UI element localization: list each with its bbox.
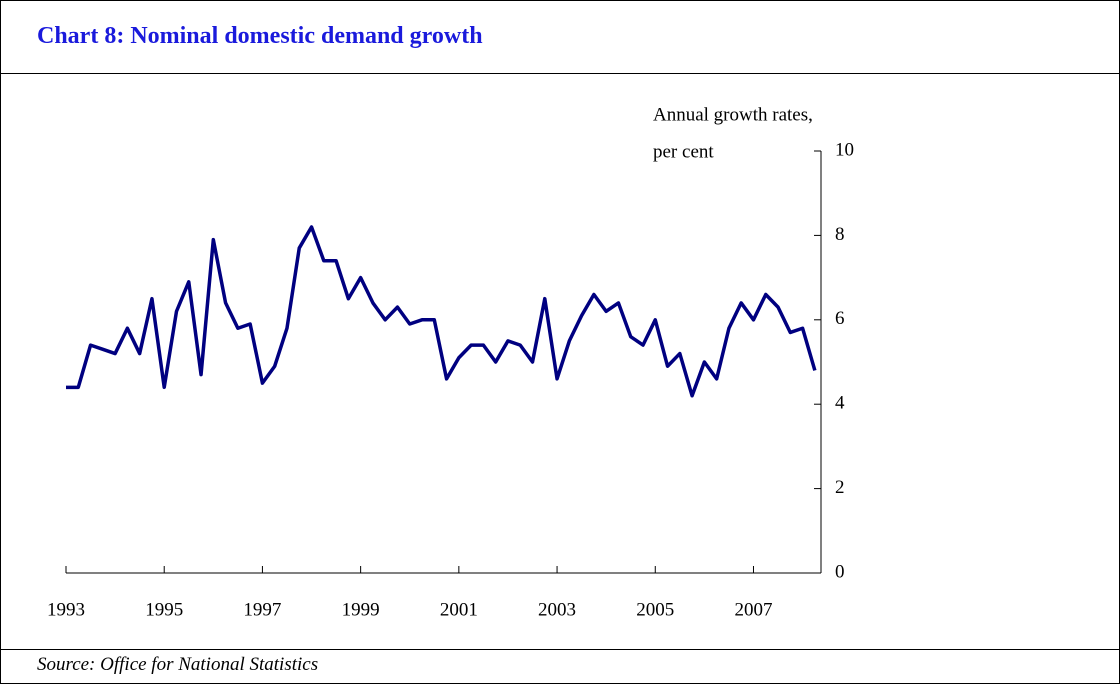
chart-title: Chart 8: Nominal domestic demand growth xyxy=(37,23,483,49)
y-tick-label: 8 xyxy=(835,224,845,245)
y-axis-label: per cent xyxy=(653,141,714,162)
x-tick-label: 2003 xyxy=(538,599,576,620)
y-tick-label: 10 xyxy=(835,139,854,160)
y-tick-label: 2 xyxy=(835,477,845,498)
x-tick-label: 2005 xyxy=(636,599,674,620)
x-tick-label: 1995 xyxy=(145,599,183,620)
divider xyxy=(1,73,1119,74)
divider xyxy=(1,649,1119,650)
chart: Annual growth rates, per cent 0 2 4 6 8 10 199… xyxy=(47,104,854,620)
x-tick-label: 1999 xyxy=(342,599,380,620)
y-tick-label: 6 xyxy=(835,308,845,329)
x-tick-label: 2001 xyxy=(440,599,478,620)
y-axis-label: Annual growth rates, xyxy=(653,104,813,125)
x-tick-label: 2007 xyxy=(734,599,772,620)
y-tick-label: 4 xyxy=(835,393,845,414)
data-line xyxy=(66,225,817,398)
x-tick-label: 1997 xyxy=(243,599,281,620)
source-note: Source: Office for National Statistics xyxy=(37,654,319,675)
y-tick-label: 0 xyxy=(835,561,845,582)
x-tick-label: 1993 xyxy=(47,599,85,620)
